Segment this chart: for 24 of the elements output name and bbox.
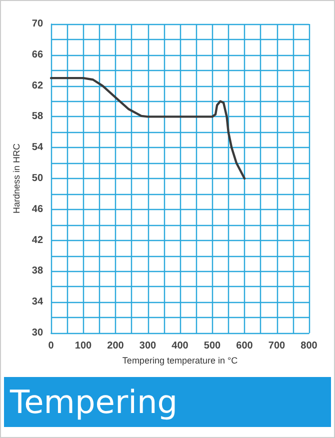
y-tick-label: 46 [32,204,44,215]
x-tick-label: 400 [172,340,189,352]
y-tick-label: 38 [32,266,44,277]
x-tick-label: 700 [268,340,286,352]
y-tick-label: 34 [32,296,44,308]
x-axis-title: Tempering temperature in °C [122,355,238,366]
x-tick-label: 200 [107,340,124,352]
y-tick-label: 50 [32,173,44,184]
y-tick-label: 58 [32,111,44,122]
text: Tempering [4,377,331,427]
y-tick-label: 42 [32,234,44,246]
y-tick-label: 54 [32,142,44,154]
y-tick-label: 30 [32,328,44,338]
y-tick-label: 62 [32,80,44,92]
x-tick-label: 500 [204,340,222,352]
y-tick-label: 70 [32,18,44,30]
x-tick-label: 0 [48,340,54,352]
x-tick-label: 300 [139,340,157,352]
x-tick-label: 800 [300,340,318,352]
y-axis-title: Hardness in HRC [12,142,22,214]
x-tick-label: 100 [74,340,92,352]
y-tick-label: 66 [32,49,44,60]
line-series [50,76,246,180]
x-tick-label: 600 [236,340,254,352]
